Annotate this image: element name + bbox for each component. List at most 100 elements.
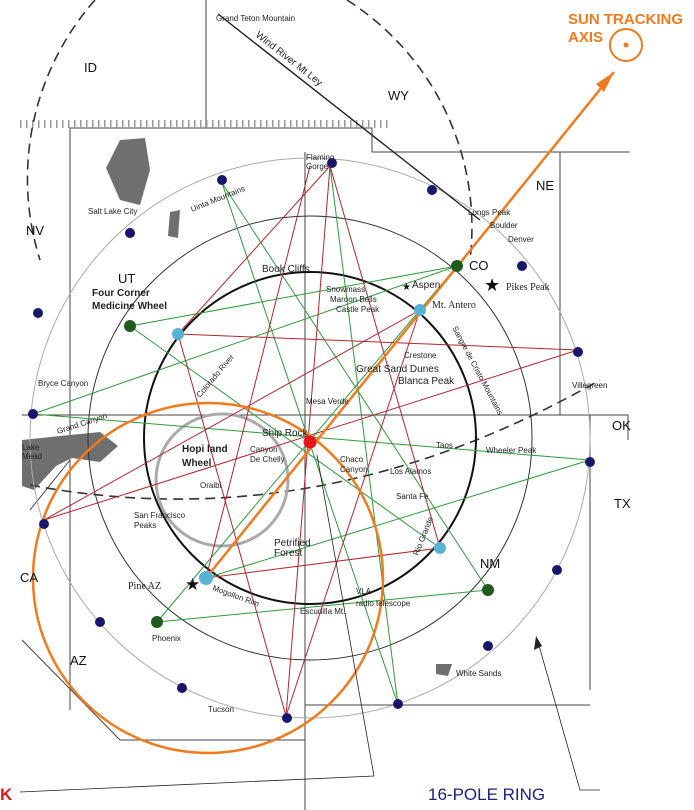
phoenix-pole	[151, 616, 163, 628]
navy-pole	[483, 641, 493, 651]
state-label-co: CO	[469, 258, 489, 273]
label-snowmass: Snowmass	[326, 285, 365, 294]
navy-pole	[125, 228, 135, 238]
sun-tracking-label-1: SUN TRACKING	[568, 11, 683, 28]
border-ok-panhandle	[560, 414, 629, 440]
red-line	[205, 165, 311, 579]
border-wy-co	[206, 127, 630, 153]
label-crestone: Crestone	[404, 351, 437, 360]
state-label-ne: NE	[536, 178, 554, 193]
navy-pole	[517, 261, 527, 271]
red-line	[177, 333, 287, 717]
co-pole	[451, 260, 463, 272]
state-label-nm: NM	[480, 556, 500, 571]
sixteen-pole-callout-line	[537, 641, 600, 791]
navy-pole	[177, 683, 187, 693]
state-label-nv: NV	[26, 223, 44, 238]
left-k-label: K	[0, 785, 13, 804]
label-chaco-1: Chaco	[340, 455, 364, 464]
navy-poles	[28, 158, 595, 723]
hopi-inner-ring	[154, 412, 290, 548]
label-denver: Denver	[508, 235, 534, 244]
label-petrified-2: Forest	[274, 548, 303, 559]
label-four-corner-2: Medicine Wheel	[92, 301, 167, 312]
green-line	[129, 325, 441, 549]
navy-pole	[39, 519, 49, 529]
label-wind-river: Wind River Mt Ley	[253, 30, 324, 89]
k-callout-line	[19, 454, 375, 793]
red-star-lines	[43, 165, 579, 717]
label-pine-az: Pine AZ	[128, 581, 161, 592]
navy-pole	[393, 699, 403, 709]
ship-rock-center	[303, 435, 317, 449]
middle-ring	[87, 215, 533, 661]
label-chaco-2: Canyon	[340, 465, 368, 474]
green-line	[129, 265, 458, 327]
navy-pole	[327, 158, 337, 168]
label-wheeler: Wheeler Peak	[486, 446, 537, 455]
label-longs-peak: Longs Peak	[468, 208, 511, 217]
label-petrified-1: Petrified	[274, 538, 311, 549]
green-line	[221, 182, 489, 591]
label-uinta: Uinta Mountains	[189, 184, 246, 214]
label-flaming-1: Flaming	[306, 153, 334, 162]
great-salt-lake	[106, 138, 150, 205]
navy-pole	[217, 175, 227, 185]
dashed-arc-upper-left	[26, 0, 96, 261]
dashed-arc-lower	[29, 379, 601, 500]
navy-pole	[28, 409, 38, 419]
label-villegreen: Villegreen	[572, 381, 607, 390]
label-aspen: Aspen	[412, 280, 440, 291]
rio-grande-pole	[434, 542, 446, 554]
green-line	[205, 459, 591, 579]
state-label-ut: UT	[118, 271, 135, 286]
aspen-star-icon: ★	[402, 282, 411, 293]
state-label-ok: OK	[612, 418, 631, 433]
red-line	[43, 309, 421, 521]
label-lake-mead-1: Lake	[22, 443, 40, 452]
navy-pole	[552, 565, 562, 575]
navy-pole	[33, 308, 43, 318]
navy-pole	[427, 185, 437, 195]
label-four-corner-1: Four Corner	[92, 288, 150, 299]
sixteen-pole-arrowhead	[534, 636, 542, 650]
label-castle-peak: Castle Peak	[336, 305, 380, 314]
label-blanca: Blanca Peak	[398, 376, 455, 387]
label-mesa-verde: Mesa Verde	[306, 397, 349, 406]
label-maroon-bells: Maroon Bells	[330, 295, 377, 304]
dashed-arc-upper-right	[346, 0, 473, 261]
label-sf-peaks-1: San Francisco	[134, 511, 186, 520]
label-mt-antero: Mt. Antero	[432, 300, 476, 311]
label-taos: Taos	[436, 441, 453, 450]
mt-antero-pole	[414, 304, 426, 316]
sixteen-pole-ring-label: 16-POLE RING	[428, 785, 545, 804]
label-grand-teton: Grand Teton Mountain	[216, 14, 295, 23]
label-white-sands: White Sands	[456, 669, 501, 678]
label-pikes-peak: Pikes Peak	[506, 282, 550, 293]
four-corner-pole	[124, 320, 136, 332]
state-label-tx: TX	[614, 496, 631, 511]
sun-symbol-icon	[609, 28, 643, 62]
border-id-wy	[69, 0, 207, 710]
label-escudilla: Escudilla Mt.	[300, 607, 345, 616]
outer-16-pole-ring	[29, 157, 591, 719]
white-sands	[436, 664, 452, 676]
navy-pole	[585, 457, 595, 467]
sun-tracking-label-2: AXIS	[568, 29, 603, 46]
state-label-id: ID	[84, 60, 97, 75]
navy-pole	[95, 617, 105, 627]
inner-ring	[143, 271, 477, 605]
pikes-peak-star-icon: ★	[484, 275, 500, 295]
label-vla-2: radio telescope	[356, 599, 411, 608]
label-hopi-1: Hopi land	[182, 444, 228, 455]
label-colorado-river: Colorado River	[195, 352, 236, 399]
wind-river-line	[217, 13, 481, 221]
label-book-cliffs: Book Cliffs	[262, 264, 310, 275]
label-tucson: Tucson	[208, 705, 234, 714]
sun-tracking-axis-line	[205, 71, 615, 579]
axis-arrowhead	[596, 72, 614, 92]
state-label-wy: WY	[388, 88, 409, 103]
label-salt-lake: Salt Lake City	[88, 207, 137, 216]
label-bryce: Bryce Canyon	[38, 379, 88, 388]
